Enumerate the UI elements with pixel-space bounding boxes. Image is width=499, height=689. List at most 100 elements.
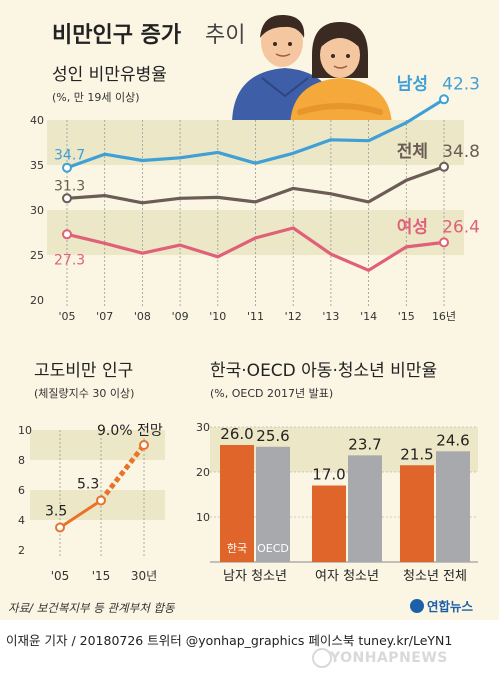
chart3-xtick: 남자 청소년 [223,569,287,584]
chart2-band [30,490,165,520]
chart1-end-label-female: 26.4 [442,217,480,237]
chart3-bar-oecd [436,451,470,562]
chart2-point [96,495,106,506]
chart3-value-label-oecd: 23.7 [348,435,381,453]
chart1-point-male [62,162,72,173]
chart1-xtick: '07 [96,310,113,323]
chart1-point-total [439,161,449,172]
chart1-xtick: '11 [247,310,264,323]
source-note: 자료/ 보건복지부 등 관계부처 합동 [8,601,176,615]
chart1-point-female [62,229,72,240]
chart1-ytick: 25 [30,249,44,262]
chart3-legend-korea: 한국 [227,542,247,555]
chart3-legend-oecd: OECD [257,542,289,555]
chart3-value-label-korea: 17.0 [312,466,345,484]
chart2-bands [30,430,165,520]
chart1-xtick: 16년 [432,310,456,323]
chart2-subtitle: (체질량지수 30 이상) [34,387,134,400]
chart3-title: 한국·OECD 아동·청소년 비만율 [210,361,437,381]
infographic-canvas: 비만인구 증가 추이 성인 비만유병율 [8,14,480,615]
adult-obesity-chart: 성인 비만유병율 (%, 만 19세 이상) 20 25 30 35 40 '05 '07… [30,65,480,323]
chart2-x-axis: '05 '15 30년 [51,430,157,583]
chart1-xtick: '05 [58,310,75,323]
chart3-labels: 26.0 한국 25.6 OECD 17.023.7 21.524.6 [220,425,469,555]
watermark-icon [312,648,332,668]
chart1-start-label-total: 31.3 [54,178,85,194]
yonhap-logo-text: 연합뉴스 [427,599,474,614]
footer [0,620,499,689]
watermark-text: YONHAPNEWS [330,650,448,666]
chart2-line-projection [99,443,146,503]
chart3-bar-korea [220,445,254,562]
chart3-band [210,427,478,472]
chart1-series-name-total: 전체 [397,142,428,162]
chart1-end-label-total: 34.8 [442,142,480,162]
chart2-labels: 3.5 5.3 9.0% 전망 [45,423,163,520]
chart3-xtick: 여자 청소년 [315,569,379,584]
chart3-x-axis: 남자 청소년 여자 청소년 청소년 전체 [223,569,467,584]
chart3-bands [210,427,478,472]
chart1-ytick: 35 [30,159,44,172]
chart3-xtick: 청소년 전체 [403,569,467,584]
chart2-point [55,522,65,533]
chart1-start-label-male: 34.7 [54,148,85,164]
chart2-line-actual [59,499,102,529]
chart1-ytick: 20 [30,294,44,307]
chart1-xtick: '08 [134,310,151,323]
chart3-value-label-korea: 26.0 [220,425,253,443]
yonhap-logo-icon [410,599,424,613]
chart1-xtick: '10 [209,310,226,323]
chart1-line-total [66,165,445,205]
severe-obesity-chart: 고도비만 인구 (체질량지수 30 이상) 2 4 6 8 10 '05 '15 30년 3… [18,361,165,583]
chart1-xtick: '12 [285,310,302,323]
chart2-xtick: '15 [92,569,111,583]
chart2-ytick: 2 [18,544,25,557]
chart1-point-male [439,94,449,105]
credit-line: 이재윤 기자 / 20180726 트위터 @yonhap_graphics 페… [6,633,453,648]
chart1-xtick: '09 [172,310,189,323]
infographic-title-sub: 추이 [205,23,245,48]
chart2-label-2005: 3.5 [45,504,67,520]
chart1-series [62,94,449,272]
chart1-title: 성인 비만유병율 [52,65,167,85]
chart1-xtick: '13 [322,310,339,323]
chart2-series [55,440,149,533]
chart1-labels: 34.7 남성 42.3 31.3 전체 34.8 27.3 여성 26.4 [54,74,480,268]
chart3-bars [220,445,470,562]
chart3-ytick: 30 [196,421,210,434]
chart3-ytick: 20 [196,466,210,479]
chart2-label-2030: 9.0% 전망 [97,423,163,439]
chart1-line-male [66,97,445,170]
chart2-xtick: 30년 [131,569,157,583]
chart1-y-axis: 20 25 30 35 40 [30,114,44,307]
chart2-point [139,440,149,450]
chart1-ytick: 40 [30,114,44,127]
chart1-point-total [62,193,72,204]
infographic-title: 비만인구 증가 [52,23,181,48]
chart3-bar-oecd [348,455,382,562]
chart1-end-label-male: 42.3 [442,74,480,94]
youth-obesity-chart: 한국·OECD 아동·청소년 비만율 (%, OECD 2017년 발표) 10… [196,361,478,584]
chart3-value-label-oecd: 25.6 [256,427,289,445]
chart1-start-label-female: 27.3 [54,252,85,268]
chart3-bar-oecd [256,446,290,562]
chart1-xtick: '14 [360,310,377,323]
chart3-bar-korea [400,465,434,562]
chart1-series-name-female: 여성 [397,217,428,237]
chart2-ytick: 10 [18,424,32,437]
chart1-series-name-male: 남성 [397,74,428,94]
chart3-value-label-korea: 21.5 [400,445,433,463]
chart2-y-axis: 2 4 6 8 10 [18,424,32,557]
chart1-point-female [439,237,449,248]
chart1-subtitle: (%, 만 19세 이상) [52,91,140,104]
chart2-ytick: 4 [18,514,25,527]
chart3-ytick: 10 [196,511,210,524]
chart1-ytick: 30 [30,204,44,217]
chart2-title: 고도비만 인구 [34,361,133,381]
chart1-xtick: '15 [398,310,415,323]
chart3-bar-korea [312,485,346,562]
chart2-ytick: 6 [18,484,25,497]
chart1-line-female [66,226,445,272]
chart1-x-axis: '05 '07 '08 '09 '10 '11 '12 '13 '14 '15 16년 [58,120,456,323]
